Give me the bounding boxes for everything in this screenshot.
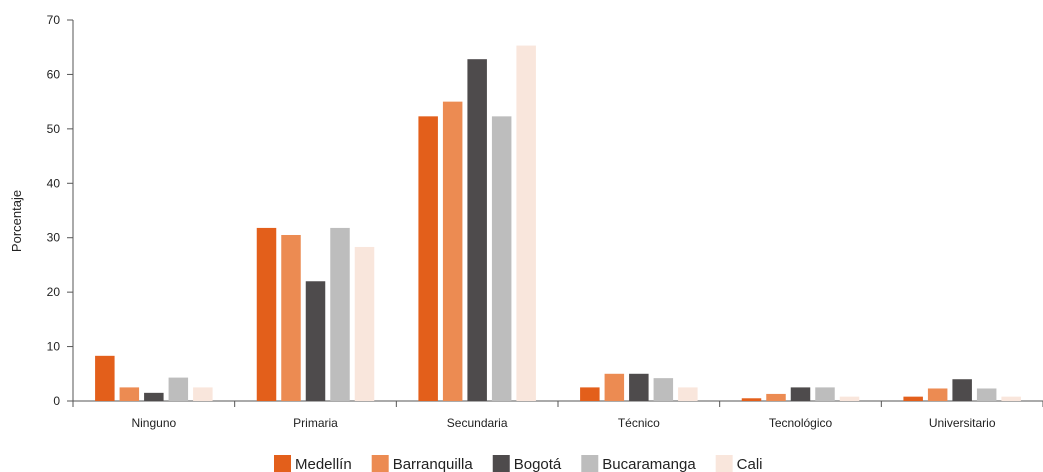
y-tick-label: 70 bbox=[47, 13, 61, 27]
legend: Medellín Barranquilla Bogotá Bucaramanga Cal… bbox=[274, 455, 763, 472]
bar bbox=[144, 392, 164, 401]
y-axis-title: Porcentaje bbox=[9, 190, 24, 252]
y-tick-label: 0 bbox=[53, 394, 60, 408]
bar bbox=[604, 373, 625, 401]
bar bbox=[653, 378, 674, 401]
y-tick-label: 30 bbox=[47, 231, 61, 245]
bar bbox=[281, 234, 301, 401]
y-tick-label: 20 bbox=[47, 285, 61, 299]
legend-swatch bbox=[492, 455, 510, 472]
legend-label: Medellín bbox=[295, 456, 352, 472]
y-axis: 0 10 20 30 40 50 60 70 bbox=[47, 13, 74, 408]
bars bbox=[95, 45, 1021, 402]
x-tick-label: Ninguno bbox=[131, 416, 176, 430]
y-tick-label: 60 bbox=[47, 67, 61, 81]
x-axis: Ninguno Primaria Secundaria Técnico Tecnológ… bbox=[72, 400, 1043, 430]
legend-swatch bbox=[274, 455, 291, 472]
y-tick-label: 50 bbox=[47, 122, 61, 136]
bar bbox=[927, 388, 948, 401]
bar bbox=[516, 45, 536, 402]
bar bbox=[580, 387, 600, 401]
x-tick-label: Tecnológico bbox=[769, 416, 833, 430]
legend-swatch bbox=[581, 455, 599, 472]
bar bbox=[95, 355, 115, 401]
bar bbox=[1001, 396, 1021, 401]
legend-label: Bucaramanga bbox=[602, 456, 696, 472]
bar bbox=[442, 101, 463, 402]
bar bbox=[790, 387, 811, 401]
x-tick-label: Técnico bbox=[618, 416, 660, 430]
bar bbox=[168, 377, 189, 401]
x-tick-label: Primaria bbox=[293, 416, 338, 430]
bar bbox=[354, 246, 375, 401]
bar bbox=[976, 388, 997, 401]
legend-swatch bbox=[371, 455, 389, 472]
bar bbox=[741, 398, 762, 401]
x-tick-label: Secundaria bbox=[447, 416, 508, 430]
bar bbox=[815, 387, 835, 401]
x-tick-label: Universitario bbox=[929, 416, 996, 430]
bar bbox=[903, 396, 923, 401]
bar bbox=[766, 393, 786, 401]
legend-swatch bbox=[715, 455, 733, 472]
bar bbox=[839, 396, 860, 401]
bar bbox=[678, 387, 698, 401]
legend-label: Bogotá bbox=[514, 456, 562, 472]
legend-label: Barranquilla bbox=[393, 456, 474, 472]
bar bbox=[952, 379, 972, 401]
bar bbox=[629, 373, 649, 401]
legend-label: Cali bbox=[737, 456, 763, 472]
y-tick-label: 10 bbox=[47, 340, 61, 354]
bar bbox=[256, 227, 277, 401]
bar bbox=[119, 387, 140, 401]
bar bbox=[418, 116, 438, 402]
bar bbox=[330, 227, 350, 401]
bar bbox=[491, 116, 512, 402]
bar bbox=[305, 281, 326, 401]
y-tick-label: 40 bbox=[47, 176, 61, 190]
bar bbox=[467, 59, 487, 402]
bar bbox=[193, 387, 213, 401]
